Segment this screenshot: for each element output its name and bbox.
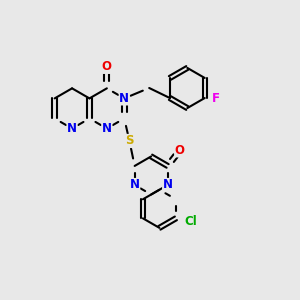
Text: N: N [102, 122, 112, 135]
Text: N: N [67, 122, 77, 135]
Text: O: O [175, 144, 185, 157]
Text: S: S [125, 134, 134, 148]
Text: O: O [102, 60, 112, 74]
Text: Cl: Cl [184, 215, 197, 228]
Text: N: N [130, 178, 140, 191]
Text: F: F [212, 92, 220, 104]
Text: N: N [163, 178, 172, 191]
Text: N: N [119, 92, 129, 105]
